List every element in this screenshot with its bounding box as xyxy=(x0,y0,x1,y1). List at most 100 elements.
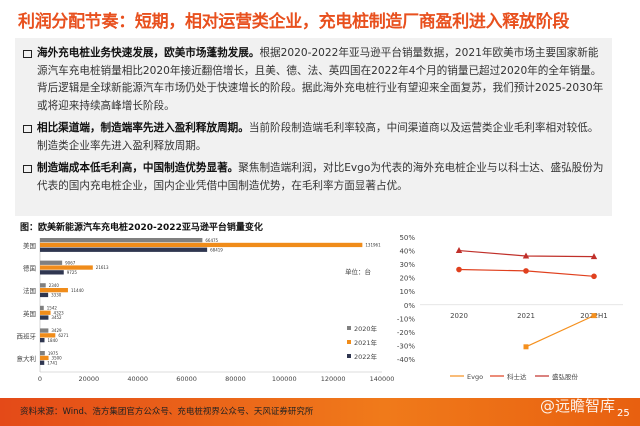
category-label: 美国 xyxy=(23,241,36,250)
bullet-item: 海外充电桩业务快速发展，欧美市场蓬勃发展。根据2020-2022年亚马逊平台销量… xyxy=(23,45,604,115)
data-label: 1975 xyxy=(48,351,59,356)
square-bullet-icon xyxy=(23,165,32,173)
legend-swatch xyxy=(347,354,351,358)
line-chart: 50% 40% 30% 20% 10% 0% -10% -20% -30% -40% 2020 202… xyxy=(397,234,623,381)
data-label: 3452 xyxy=(51,315,62,320)
bullet-text: 当前阶段制造端毛利率较高，中间渠道商以及运营类企业毛利率相对较低。制造类企业率先… xyxy=(37,122,599,152)
legend-label: Evgo xyxy=(467,373,483,381)
x-tick-label: 20000 xyxy=(79,375,100,383)
data-point xyxy=(522,252,530,259)
data-label: 3429 xyxy=(51,328,62,333)
bar xyxy=(40,270,64,275)
x-tick-label: 0 xyxy=(38,375,42,383)
square-bullet-icon xyxy=(23,125,32,133)
category-label: 法国 xyxy=(23,286,36,295)
y-tick-label: -30% xyxy=(397,342,415,350)
bar xyxy=(40,338,45,343)
x-tick-label: 60000 xyxy=(176,375,197,383)
category-label: 意大利 xyxy=(17,354,37,363)
data-point xyxy=(456,266,462,273)
data-point xyxy=(455,247,463,254)
data-label: 66475 xyxy=(205,238,218,243)
source-note: 资料来源：Wind、浩方集团官方公众号、充电桩视界公众号、天风证券研究所 xyxy=(20,407,314,417)
bullet-item: 制造端成本低毛利高，中国制造优势显著。聚焦制造端利润，对比Evgo为代表的海外充… xyxy=(23,160,604,195)
legend-label: 2021年 xyxy=(354,338,378,347)
bar xyxy=(40,305,44,311)
bar xyxy=(40,247,208,252)
data-label: 3500 xyxy=(52,356,63,361)
x-tick-label: 80000 xyxy=(225,375,246,383)
data-point xyxy=(591,273,597,280)
category-label: 德国 xyxy=(23,264,36,273)
bullet-heading: 海外充电桩业务快速发展，欧美市场蓬勃发展。 xyxy=(37,47,260,59)
y-tick-label: 40% xyxy=(399,248,415,256)
legend-label: 盛弘股份 xyxy=(552,372,579,381)
square-bullet-icon xyxy=(23,50,32,58)
bar xyxy=(40,360,45,365)
legend-label: 科士达 xyxy=(507,372,527,381)
x-tick-label: 100000 xyxy=(272,375,297,383)
y-tick-label: 50% xyxy=(399,234,415,242)
page-title: 利润分配节奏：短期，相对运营类企业，充电桩制造厂商盈利进入释放阶段 xyxy=(18,12,570,32)
bar xyxy=(40,242,363,248)
x-tick-label: 140000 xyxy=(370,375,395,383)
bar xyxy=(40,333,56,338)
x-tick-label: 120000 xyxy=(321,375,346,383)
data-label: 1542 xyxy=(47,306,58,311)
bar xyxy=(40,283,46,288)
legend-label: 2022年 xyxy=(354,352,378,361)
data-label: 4323 xyxy=(54,310,65,315)
y-tick-label: 20% xyxy=(399,275,415,283)
bar xyxy=(40,310,51,315)
data-label: 68419 xyxy=(210,247,223,252)
legend-swatch xyxy=(347,326,351,330)
bar xyxy=(40,238,203,243)
bullet-heading: 制造端成本低毛利高，中国制造优势显著。 xyxy=(37,162,239,174)
summary-box: 海外充电桩业务快速发展，欧美市场蓬勃发展。根据2020-2022年亚马逊平台销量… xyxy=(15,38,612,216)
bar xyxy=(40,351,45,356)
y-tick-label: 30% xyxy=(399,261,415,269)
bullet-heading: 相比渠道端，制造端率先进入盈利释放周期。 xyxy=(37,122,249,134)
bar xyxy=(40,265,93,270)
bullet-item: 相比渠道端，制造端率先进入盈利释放周期。当前阶段制造端毛利率较高，中间渠道商以及… xyxy=(23,120,604,155)
data-label: 1741 xyxy=(47,360,58,365)
bullet-text: 聚焦制造端利润，对比Evgo为代表的海外充电桩企业与以科士达、盛弘股份为代表的国… xyxy=(37,162,604,192)
x-tick-label: 40000 xyxy=(127,375,148,383)
bullet-text: 根据2020-2022年亚马逊平台销量数据，2021年欧美市场主要国家新能源汽车… xyxy=(37,47,604,112)
bar xyxy=(40,315,49,320)
bar-chart-title: 图：欧美新能源汽车充电桩2020-2022亚马逊平台销量变化 xyxy=(20,223,263,233)
bar-chart: 0 20000 40000 60000 80000 100000 120000 140000 美… xyxy=(17,238,395,383)
y-tick-label: 10% xyxy=(399,288,415,296)
legend-swatch xyxy=(347,340,351,344)
category-label: 英国 xyxy=(23,309,36,318)
footer-band xyxy=(0,398,640,426)
data-point xyxy=(523,344,529,350)
legend-label: 2020年 xyxy=(354,324,378,333)
page-number: 25 xyxy=(617,408,630,419)
bar xyxy=(40,260,63,265)
category-label: 西班牙 xyxy=(17,331,37,340)
data-point xyxy=(591,313,597,319)
data-label: 21613 xyxy=(96,265,109,270)
y-tick-label: 0% xyxy=(404,302,415,310)
series-line xyxy=(525,315,595,348)
bar xyxy=(40,288,68,293)
data-label: 6271 xyxy=(58,333,69,338)
data-point xyxy=(590,253,598,260)
data-label: 131961 xyxy=(365,243,381,248)
y-tick-label: -10% xyxy=(397,315,415,323)
data-label: 3330 xyxy=(51,293,62,298)
data-label: 9725 xyxy=(67,270,78,275)
bar xyxy=(40,328,49,333)
y-tick-label: -40% xyxy=(397,356,415,364)
data-label: 11440 xyxy=(71,288,84,293)
y-tick-label: -20% xyxy=(397,329,415,337)
watermark: @远瞻智库 xyxy=(540,397,616,415)
bar xyxy=(40,292,49,298)
x-tick-label: 2021 xyxy=(517,312,535,320)
bar xyxy=(40,355,49,361)
x-tick-label: 2020 xyxy=(450,312,468,320)
unit-label: 单位：台 xyxy=(345,267,371,276)
data-point xyxy=(523,268,529,274)
data-label: 1840 xyxy=(47,338,58,343)
